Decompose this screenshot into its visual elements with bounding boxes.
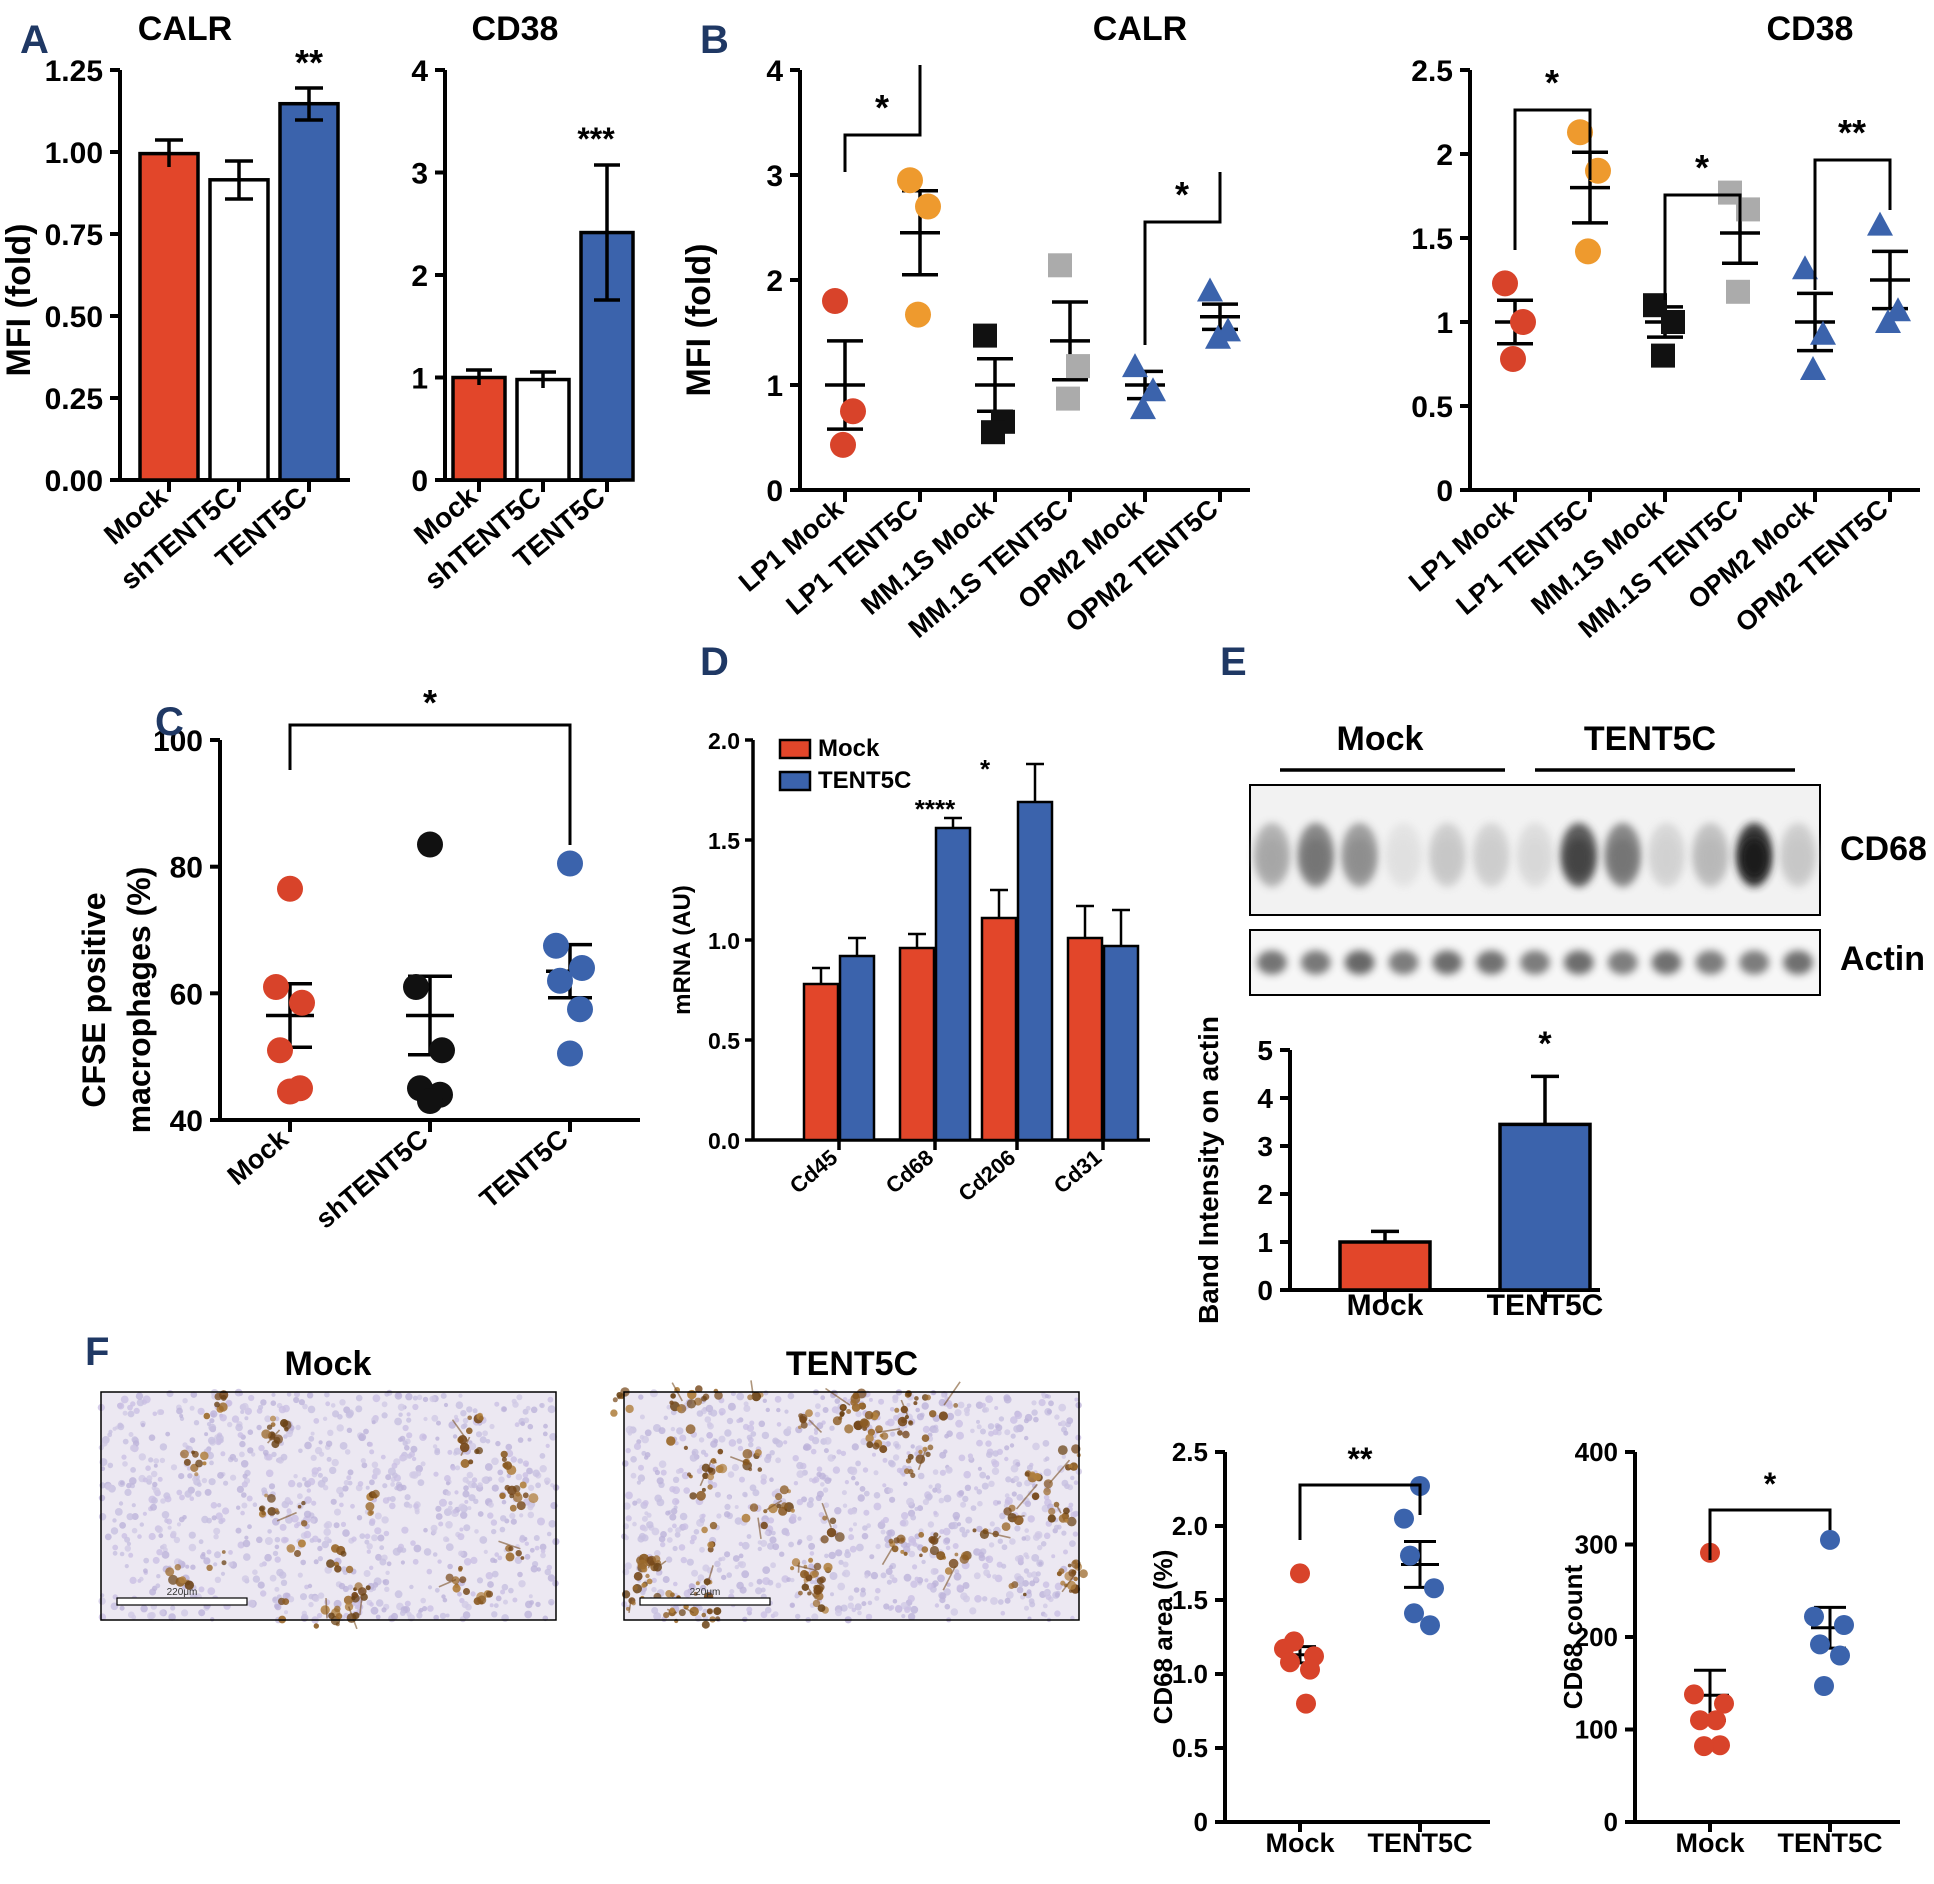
svg-text:2: 2 <box>766 265 783 298</box>
svg-text:1.0: 1.0 <box>1172 1659 1208 1689</box>
svg-text:Cd31: Cd31 <box>1049 1145 1106 1199</box>
svg-text:**: ** <box>1838 112 1866 153</box>
svg-text:3: 3 <box>411 158 428 191</box>
svg-text:0: 0 <box>1436 475 1453 508</box>
svg-text:400: 400 <box>1575 1437 1618 1467</box>
svg-text:40: 40 <box>170 1105 203 1138</box>
svg-text:**: ** <box>1348 1441 1373 1477</box>
svg-text:1.5: 1.5 <box>1411 223 1453 256</box>
svg-text:2.5: 2.5 <box>1172 1437 1208 1467</box>
svg-text:1.00: 1.00 <box>45 137 103 170</box>
svg-text:4: 4 <box>766 55 783 88</box>
svg-text:Cd206: Cd206 <box>954 1145 1021 1207</box>
svg-text:*: * <box>1545 62 1559 103</box>
svg-text:0: 0 <box>411 465 428 498</box>
svg-text:CALR: CALR <box>138 10 232 48</box>
svg-text:*: * <box>1764 1466 1777 1502</box>
svg-text:*: * <box>1175 174 1189 215</box>
svg-text:220μm: 220μm <box>690 1587 721 1598</box>
svg-text:*: * <box>423 682 437 723</box>
svg-text:0.5: 0.5 <box>1411 391 1453 424</box>
svg-text:220μm: 220μm <box>167 1587 198 1598</box>
svg-text:1.5: 1.5 <box>708 828 740 854</box>
svg-text:Mock: Mock <box>285 1345 372 1383</box>
svg-text:0.5: 0.5 <box>708 1028 740 1054</box>
svg-text:TENT5C: TENT5C <box>474 1124 574 1214</box>
svg-text:CFSE positive: CFSE positive <box>76 892 112 1107</box>
svg-text:**: ** <box>295 42 323 83</box>
svg-text:2: 2 <box>1436 139 1453 172</box>
svg-text:3: 3 <box>766 160 783 193</box>
svg-text:2: 2 <box>1257 1179 1273 1210</box>
svg-text:200: 200 <box>1575 1622 1618 1652</box>
svg-text:TENT5C: TENT5C <box>1777 1828 1882 1858</box>
svg-text:2: 2 <box>411 260 428 293</box>
svg-text:Cd68: Cd68 <box>881 1145 938 1199</box>
svg-text:0: 0 <box>766 475 783 508</box>
svg-text:2.0: 2.0 <box>1172 1511 1208 1541</box>
svg-text:1.25: 1.25 <box>45 55 103 88</box>
svg-text:TENT5C: TENT5C <box>1487 1289 1604 1322</box>
svg-text:TENT5C: TENT5C <box>1584 720 1716 758</box>
svg-text:CD68: CD68 <box>1840 830 1927 868</box>
svg-text:5: 5 <box>1257 1035 1273 1066</box>
svg-text:300: 300 <box>1575 1530 1618 1560</box>
svg-text:0.5: 0.5 <box>1172 1733 1208 1763</box>
svg-text:1: 1 <box>411 363 428 396</box>
svg-text:Band Intensity on actin: Band Intensity on actin <box>1193 1016 1224 1324</box>
svg-text:100: 100 <box>1575 1715 1618 1745</box>
svg-text:TENT5C: TENT5C <box>818 767 911 794</box>
svg-text:Mock: Mock <box>1337 720 1424 758</box>
svg-text:3: 3 <box>1257 1131 1273 1162</box>
svg-text:0.25: 0.25 <box>45 383 103 416</box>
svg-text:0.00: 0.00 <box>45 465 103 498</box>
svg-text:0.50: 0.50 <box>45 301 103 334</box>
svg-text:*: * <box>1538 1025 1552 1063</box>
svg-text:***: *** <box>577 121 615 157</box>
svg-text:0: 0 <box>1604 1807 1618 1837</box>
svg-text:CD68 area (%): CD68 area (%) <box>1148 1550 1178 1725</box>
svg-text:CD38: CD38 <box>1767 10 1854 48</box>
svg-text:4: 4 <box>411 55 428 88</box>
svg-text:1.0: 1.0 <box>708 928 740 954</box>
svg-text:****: **** <box>915 794 956 824</box>
svg-text:0.75: 0.75 <box>45 219 103 252</box>
svg-text:MFI (fold): MFI (fold) <box>0 224 38 377</box>
svg-text:TENT5C: TENT5C <box>786 1345 918 1383</box>
svg-text:shTENT5C: shTENT5C <box>310 1124 434 1235</box>
svg-text:Mock: Mock <box>818 735 880 762</box>
svg-text:2.5: 2.5 <box>1411 55 1453 88</box>
svg-text:Mock: Mock <box>222 1123 295 1191</box>
svg-text:MFI (fold): MFI (fold) <box>680 244 718 397</box>
svg-text:0: 0 <box>1257 1275 1273 1306</box>
svg-text:TENT5C: TENT5C <box>1367 1828 1472 1858</box>
svg-text:CALR: CALR <box>1093 10 1187 48</box>
svg-text:1: 1 <box>1257 1227 1273 1258</box>
svg-text:*: * <box>980 754 991 784</box>
svg-text:Cd45: Cd45 <box>785 1145 842 1199</box>
svg-text:4: 4 <box>1257 1083 1273 1114</box>
svg-text:0.0: 0.0 <box>708 1128 740 1154</box>
svg-text:macrophages (%): macrophages (%) <box>121 867 157 1134</box>
svg-text:1: 1 <box>766 370 783 403</box>
svg-text:Actin: Actin <box>1840 940 1925 978</box>
svg-text:1.5: 1.5 <box>1172 1585 1208 1615</box>
svg-text:Mock: Mock <box>1347 1289 1424 1322</box>
svg-text:0: 0 <box>1194 1807 1208 1837</box>
svg-text:2.0: 2.0 <box>708 728 740 754</box>
svg-text:CD38: CD38 <box>472 10 559 48</box>
svg-text:*: * <box>875 87 889 128</box>
svg-text:80: 80 <box>170 852 203 885</box>
svg-text:Mock: Mock <box>1675 1828 1745 1858</box>
svg-text:1: 1 <box>1436 307 1453 340</box>
svg-text:Mock: Mock <box>1265 1828 1335 1858</box>
svg-text:*: * <box>1695 147 1709 188</box>
svg-text:60: 60 <box>170 978 203 1011</box>
